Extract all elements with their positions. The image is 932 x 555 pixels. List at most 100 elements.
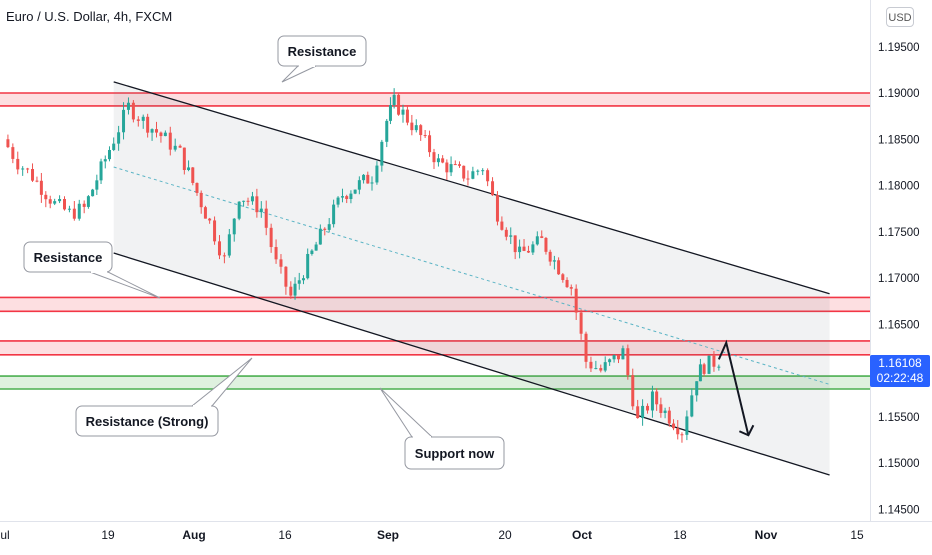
candle-down <box>579 312 583 334</box>
candle-up <box>310 250 314 254</box>
candle-up <box>552 260 556 262</box>
candle-up <box>471 171 475 179</box>
candle-down <box>345 196 349 200</box>
candle-up <box>318 228 322 245</box>
candle-up <box>698 364 702 382</box>
candle-up <box>336 197 340 205</box>
y-axis-bg <box>870 0 932 550</box>
candle-up <box>91 189 95 197</box>
callouts-layer: Resistance Resistance Resistance (Strong) S… <box>23 35 505 470</box>
candle-down <box>453 164 457 166</box>
candle-down <box>6 139 10 148</box>
candle-down <box>526 250 530 253</box>
arrow-head <box>738 424 755 437</box>
currency-button[interactable]: USD <box>886 7 914 27</box>
channel-layer <box>113 81 830 476</box>
candle-down <box>208 218 212 221</box>
x-tick-label: 15 <box>850 528 864 542</box>
candle-down <box>513 235 517 253</box>
x-tick-label: 19 <box>101 528 115 542</box>
last-price-label: 1.16108 02:22:48 <box>870 355 930 387</box>
candle-down <box>31 169 35 181</box>
candle-down <box>680 434 684 436</box>
x-tick-label: Nov <box>755 528 778 542</box>
channel-fill <box>113 81 830 476</box>
candle-down <box>159 132 163 137</box>
candle-down <box>667 410 671 424</box>
candle-up <box>227 234 231 256</box>
candle-up <box>86 196 90 207</box>
candle-down <box>557 260 561 275</box>
candle-up <box>535 236 539 245</box>
candle-down <box>589 361 593 369</box>
candle-up <box>650 391 654 411</box>
candle-down <box>540 236 544 238</box>
candle-down <box>48 199 52 204</box>
candle-down <box>405 109 409 123</box>
top-resistance-zone <box>0 93 870 106</box>
candle-up <box>357 180 361 190</box>
y-tick-label: 1.16500 <box>878 319 920 331</box>
candle-up <box>53 201 57 204</box>
callout-resistance-top: Resistance <box>277 35 367 83</box>
candle-up <box>141 116 145 121</box>
candle-up <box>476 170 480 172</box>
candle-up <box>414 125 418 131</box>
y-tick-label: 1.17500 <box>878 227 920 239</box>
candle-down <box>522 246 526 251</box>
candle-down <box>646 405 650 411</box>
candle-down <box>44 194 48 200</box>
y-tick-label: 1.19000 <box>878 88 920 100</box>
candle-down <box>289 286 293 296</box>
candle-down <box>323 228 327 230</box>
candle-down <box>491 181 495 196</box>
y-tick-label: 1.17000 <box>878 273 920 285</box>
y-tick-label: 1.18000 <box>878 181 920 193</box>
last-price-value: 1.16108 <box>878 356 922 370</box>
candle-up <box>449 164 453 173</box>
candle-down <box>672 423 676 429</box>
candle-down <box>544 237 548 252</box>
candle-up <box>112 143 116 150</box>
candle-up <box>21 168 25 170</box>
candle-up <box>362 174 366 181</box>
callout-resistance-left-pointer <box>89 271 161 299</box>
candle-down <box>599 368 603 371</box>
candle-down <box>199 192 203 208</box>
candle-down <box>155 129 159 133</box>
candle-up <box>332 204 336 225</box>
candle-down <box>631 375 635 407</box>
candle-up <box>349 193 353 200</box>
y-axis[interactable]: 1.145001.150001.155001.160001.165001.170… <box>870 0 932 550</box>
candle-up <box>314 244 318 251</box>
candle-up <box>717 366 721 368</box>
candle-down <box>63 198 66 210</box>
candle-down <box>213 220 217 242</box>
candle-down <box>397 94 401 115</box>
candle-down <box>676 428 680 435</box>
candle-up <box>293 283 297 296</box>
callout-resistance-strong-box <box>75 405 219 437</box>
candle-down <box>655 391 659 405</box>
x-tick-label: 16 <box>278 528 292 542</box>
mid-resistance-zone <box>0 297 870 312</box>
candle-down <box>146 116 150 133</box>
projection-arrow <box>717 339 755 437</box>
candle-up <box>531 244 535 253</box>
candle-down <box>495 195 499 222</box>
y-tick-label: 1.14500 <box>878 504 920 516</box>
bar-countdown: 02:22:48 <box>876 371 924 385</box>
candle-up <box>594 368 598 370</box>
candle-down <box>191 167 195 183</box>
candle-up <box>67 208 71 210</box>
candle-down <box>35 180 39 182</box>
candle-down <box>255 196 259 213</box>
x-axis[interactable]: Jul 19 Aug 16 Sep 20 Oct 18 Nov 15 <box>0 521 932 550</box>
candle-up <box>401 109 405 115</box>
candle-up <box>388 105 392 121</box>
x-axis-bg <box>0 521 932 550</box>
candle-up <box>103 159 107 162</box>
candle-down <box>702 364 706 374</box>
